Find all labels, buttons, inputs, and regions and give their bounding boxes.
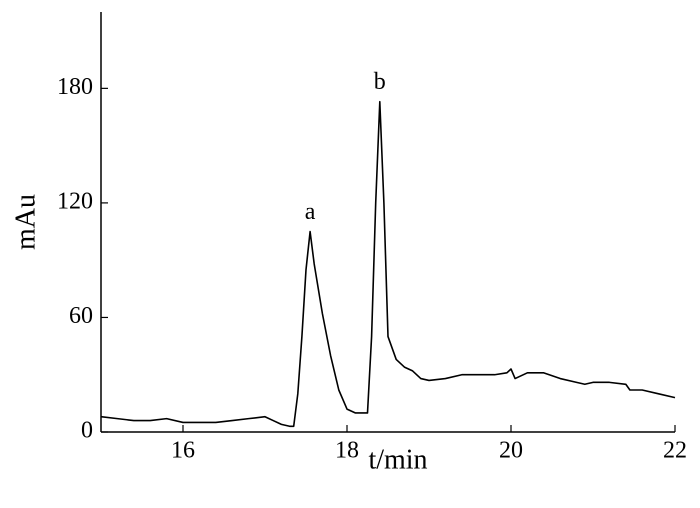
x-tick-label: 16 [171, 438, 195, 464]
x-tick-label: 18 [335, 438, 359, 464]
y-tick-label: 180 [57, 74, 93, 100]
annotation: b [374, 69, 386, 95]
x-tick-label: 22 [663, 438, 687, 464]
y-tick-label: 0 [81, 418, 93, 444]
annotation: a [305, 199, 316, 225]
y-tick-label: 120 [57, 188, 93, 214]
data-line [100, 100, 676, 428]
x-tick-label: 20 [499, 438, 523, 464]
y-axis-label: mAu [10, 194, 41, 250]
y-tick-label: 60 [69, 303, 93, 329]
x-axis-label: t/min [368, 444, 427, 475]
